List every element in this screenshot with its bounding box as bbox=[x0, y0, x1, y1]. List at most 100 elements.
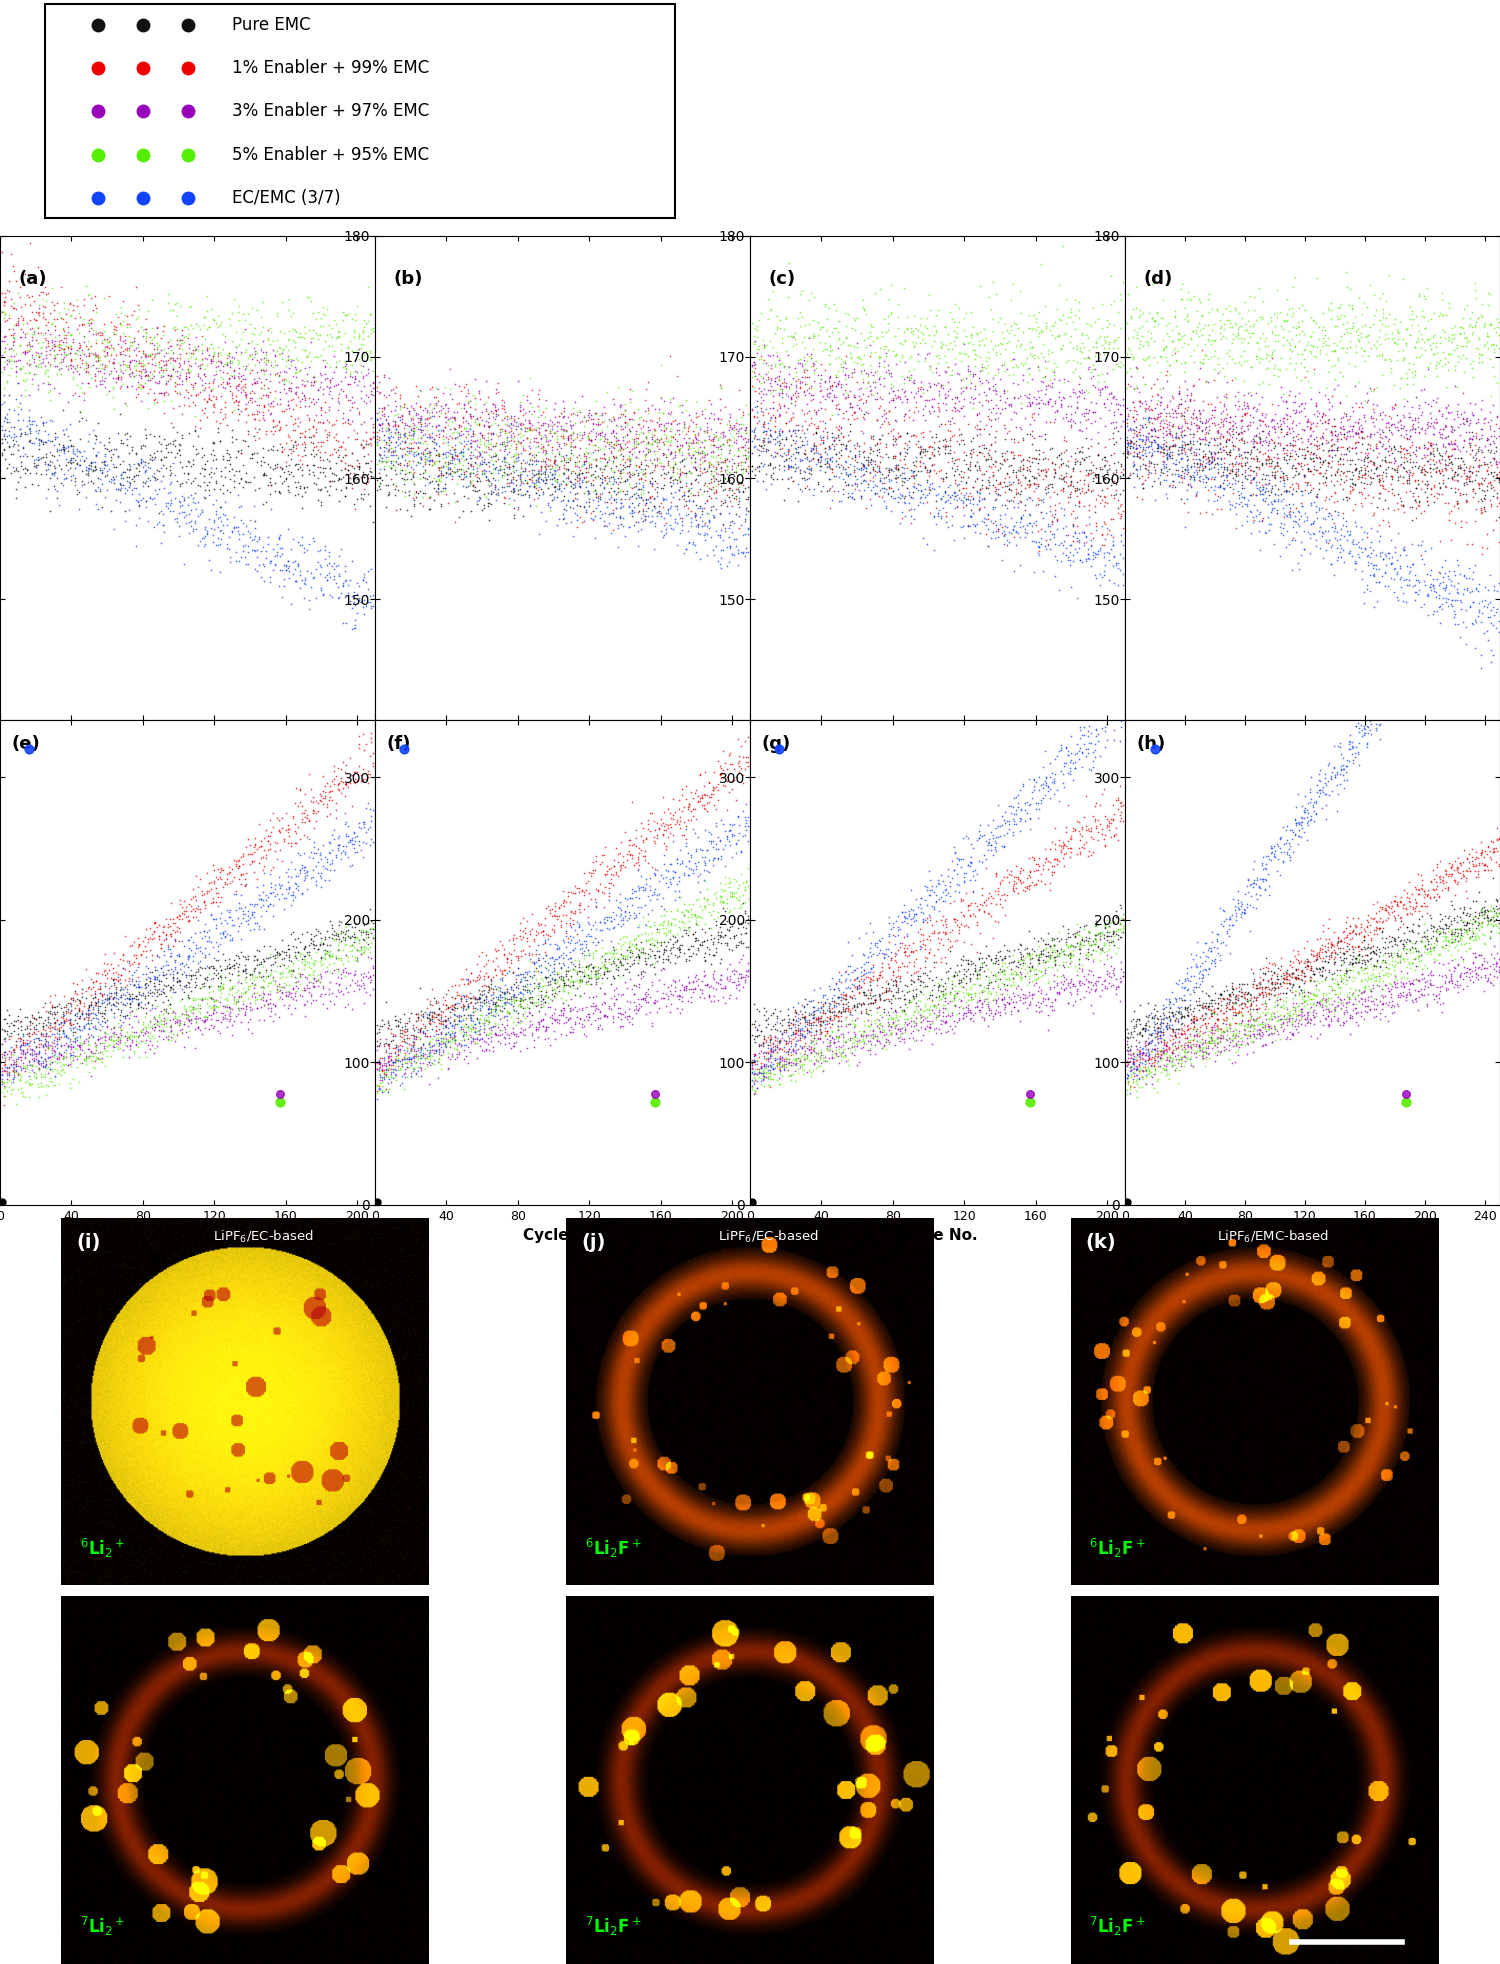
Point bbox=[1335, 764, 1359, 795]
Point bbox=[681, 854, 705, 886]
Point bbox=[129, 361, 153, 393]
Point bbox=[270, 956, 294, 988]
Point bbox=[567, 465, 591, 497]
Point bbox=[1102, 958, 1126, 990]
Point bbox=[903, 966, 927, 998]
Point bbox=[1072, 464, 1096, 495]
Point bbox=[0, 1059, 21, 1090]
Point bbox=[1200, 442, 1224, 473]
Point bbox=[867, 1008, 891, 1039]
Point bbox=[933, 978, 957, 1009]
Point bbox=[427, 454, 451, 485]
Point bbox=[1282, 330, 1306, 361]
Point bbox=[1446, 401, 1470, 432]
Point bbox=[680, 901, 703, 933]
Point bbox=[963, 371, 987, 403]
Point bbox=[90, 324, 114, 355]
Point bbox=[354, 579, 378, 611]
Point bbox=[290, 980, 314, 1011]
Point bbox=[1167, 1013, 1191, 1045]
Point bbox=[1404, 964, 1428, 996]
Point bbox=[1371, 905, 1395, 937]
Point bbox=[534, 438, 558, 469]
Point bbox=[1404, 623, 1428, 654]
Point bbox=[1182, 281, 1206, 312]
Point bbox=[1136, 1021, 1160, 1053]
Point bbox=[53, 336, 76, 367]
Point bbox=[156, 326, 180, 357]
Point bbox=[1168, 273, 1192, 304]
Point bbox=[296, 972, 320, 1004]
Point bbox=[261, 430, 285, 462]
Point bbox=[372, 393, 396, 424]
Point bbox=[964, 858, 988, 890]
Point bbox=[1240, 968, 1264, 1000]
Point bbox=[464, 1027, 488, 1059]
Point bbox=[160, 996, 184, 1027]
Point bbox=[1316, 927, 1340, 958]
Point bbox=[207, 972, 231, 1004]
Point bbox=[390, 1051, 414, 1082]
Point bbox=[244, 399, 268, 430]
Point bbox=[1412, 458, 1436, 489]
Point bbox=[938, 359, 962, 391]
Point bbox=[6, 1023, 30, 1055]
Point bbox=[861, 1015, 885, 1047]
Point bbox=[504, 432, 528, 464]
Point bbox=[372, 1027, 396, 1059]
Point bbox=[821, 454, 844, 485]
Point bbox=[788, 430, 812, 462]
Point bbox=[196, 953, 220, 984]
Point bbox=[788, 458, 812, 489]
Point bbox=[1251, 365, 1275, 397]
Point bbox=[1124, 454, 1148, 485]
Point bbox=[1380, 998, 1404, 1029]
Point bbox=[375, 414, 399, 446]
Point bbox=[362, 972, 386, 1004]
Point bbox=[1268, 1006, 1292, 1037]
Point bbox=[790, 348, 814, 379]
Point bbox=[891, 1025, 915, 1057]
Point bbox=[1134, 1055, 1158, 1086]
Point bbox=[48, 467, 72, 499]
Point bbox=[640, 481, 664, 513]
Point bbox=[316, 330, 340, 361]
Point bbox=[448, 464, 472, 495]
Point bbox=[74, 352, 98, 383]
Point bbox=[336, 909, 360, 941]
Point bbox=[1077, 921, 1101, 953]
Point bbox=[102, 464, 126, 495]
Point bbox=[458, 391, 482, 422]
Point bbox=[608, 458, 631, 489]
Point bbox=[590, 962, 613, 994]
Point bbox=[0, 994, 20, 1025]
Point bbox=[1338, 1000, 1362, 1031]
Point bbox=[1290, 803, 1314, 835]
Point bbox=[116, 454, 140, 485]
Point bbox=[32, 428, 56, 460]
Point bbox=[354, 729, 378, 760]
Point bbox=[886, 974, 910, 1006]
Point bbox=[1149, 1025, 1173, 1057]
Point bbox=[1226, 1025, 1250, 1057]
Point bbox=[1066, 945, 1090, 976]
Point bbox=[1336, 982, 1360, 1013]
Point bbox=[150, 911, 174, 943]
Point bbox=[1311, 467, 1335, 499]
Point bbox=[604, 483, 628, 515]
Point bbox=[75, 1033, 99, 1064]
Point bbox=[1370, 994, 1394, 1025]
Point bbox=[718, 911, 742, 943]
Point bbox=[750, 348, 774, 379]
Point bbox=[822, 986, 846, 1017]
Point bbox=[624, 831, 648, 862]
Point bbox=[1470, 900, 1494, 931]
Point bbox=[333, 782, 357, 813]
Point bbox=[435, 990, 459, 1021]
Point bbox=[747, 1055, 771, 1086]
Point bbox=[886, 951, 910, 982]
Point bbox=[936, 318, 960, 350]
Point bbox=[297, 958, 321, 990]
Point bbox=[1470, 848, 1494, 880]
Point bbox=[560, 434, 584, 465]
